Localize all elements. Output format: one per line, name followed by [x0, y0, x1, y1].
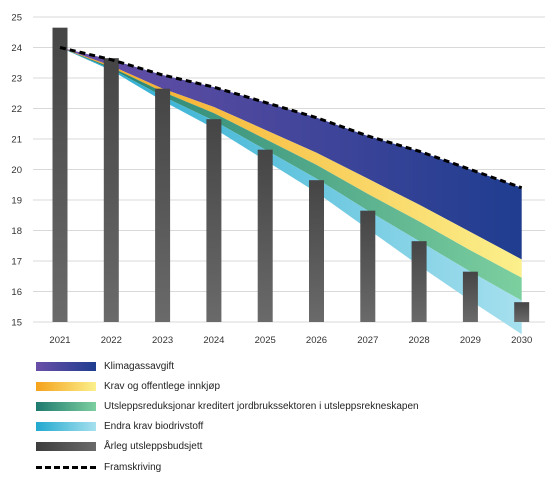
- budget-bar-2022: [103, 58, 119, 323]
- x-axis-ticks: 2021 2022 2023 2024 2025 2026 2027 2028 2029 2030: [49, 335, 532, 346]
- x-tick-label-2025: 2025: [255, 335, 276, 346]
- budget-bar-2028: [411, 241, 427, 322]
- legend-label-innkjop: Krav og offentlege innkjøp: [104, 380, 221, 392]
- legend: Klimagassavgift Krav og offentlege innkj…: [36, 356, 556, 477]
- y-tick-label-18: 18: [11, 226, 22, 237]
- budget-bars: [52, 27, 530, 323]
- projection-series: [59, 46, 523, 190]
- legend-swatch-framskriving: [36, 465, 96, 469]
- legend-label-budsjett: Årleg utsleppsbudsjett: [104, 441, 203, 453]
- y-tick-label-21: 21: [11, 135, 22, 146]
- y-tick-label-16: 16: [11, 287, 22, 298]
- legend-swatch-klimagassavgift: [36, 361, 96, 371]
- x-tick-label-2026: 2026: [306, 335, 327, 346]
- legend-item-biodrivstoff: Endra krav biodrivstoff: [36, 417, 556, 437]
- legend-label-biodrivstoff: Endra krav biodrivstoff: [104, 421, 204, 433]
- x-tick-label-2022: 2022: [101, 335, 122, 346]
- budget-bar-2029: [462, 271, 478, 322]
- x-tick-label-2029: 2029: [460, 335, 481, 346]
- legend-item-klimagassavgift: Klimagassavgift: [36, 356, 556, 376]
- legend-item-innkjop: Krav og offentlege innkjøp: [36, 376, 556, 396]
- budget-bar-2021: [52, 27, 68, 323]
- x-tick-label-2027: 2027: [357, 335, 378, 346]
- budget-bar-2023: [155, 88, 171, 322]
- budget-bar-2026: [309, 180, 324, 322]
- legend-item-framskriving: Framskriving: [36, 457, 556, 477]
- y-axis-ticks: 15 16 17 18 19 20 21 22 23 24 25: [11, 13, 22, 329]
- y-tick-label-23: 23: [11, 74, 22, 85]
- x-tick-label-2021: 2021: [49, 335, 70, 346]
- legend-label-klimagassavgift: Klimagassavgift: [104, 360, 175, 372]
- budget-bar-2030: [514, 302, 530, 322]
- x-tick-label-2030: 2030: [511, 335, 532, 346]
- x-tick-label-2023: 2023: [152, 335, 173, 346]
- legend-label-framskriving: Framskriving: [104, 461, 162, 473]
- legend-item-budsjett: Årleg utsleppsbudsjett: [36, 437, 556, 457]
- budget-bar-2025: [257, 149, 273, 322]
- y-tick-label-20: 20: [11, 165, 22, 176]
- y-tick-label-22: 22: [11, 104, 22, 115]
- legend-swatch-biodrivstoff: [36, 422, 96, 432]
- y-tick-label-15: 15: [11, 318, 22, 329]
- projection-line: [59, 46, 523, 190]
- budget-bar-2027: [360, 210, 376, 322]
- y-tick-label-17: 17: [11, 257, 22, 268]
- legend-swatch-jordbruk: [36, 401, 96, 411]
- x-tick-label-2024: 2024: [203, 335, 224, 346]
- y-tick-label-25: 25: [11, 13, 22, 24]
- legend-swatch-innkjop: [36, 381, 96, 391]
- y-tick-label-19: 19: [11, 196, 22, 207]
- legend-item-jordbruk: Utsleppsreduksjonar kreditert jordbrukss…: [36, 396, 556, 416]
- legend-swatch-budsjett: [36, 442, 96, 452]
- y-tick-label-24: 24: [11, 43, 22, 54]
- legend-label-jordbruk: Utsleppsreduksjonar kreditert jordbrukss…: [104, 400, 419, 412]
- budget-bar-2024: [206, 119, 222, 322]
- x-tick-label-2028: 2028: [409, 335, 430, 346]
